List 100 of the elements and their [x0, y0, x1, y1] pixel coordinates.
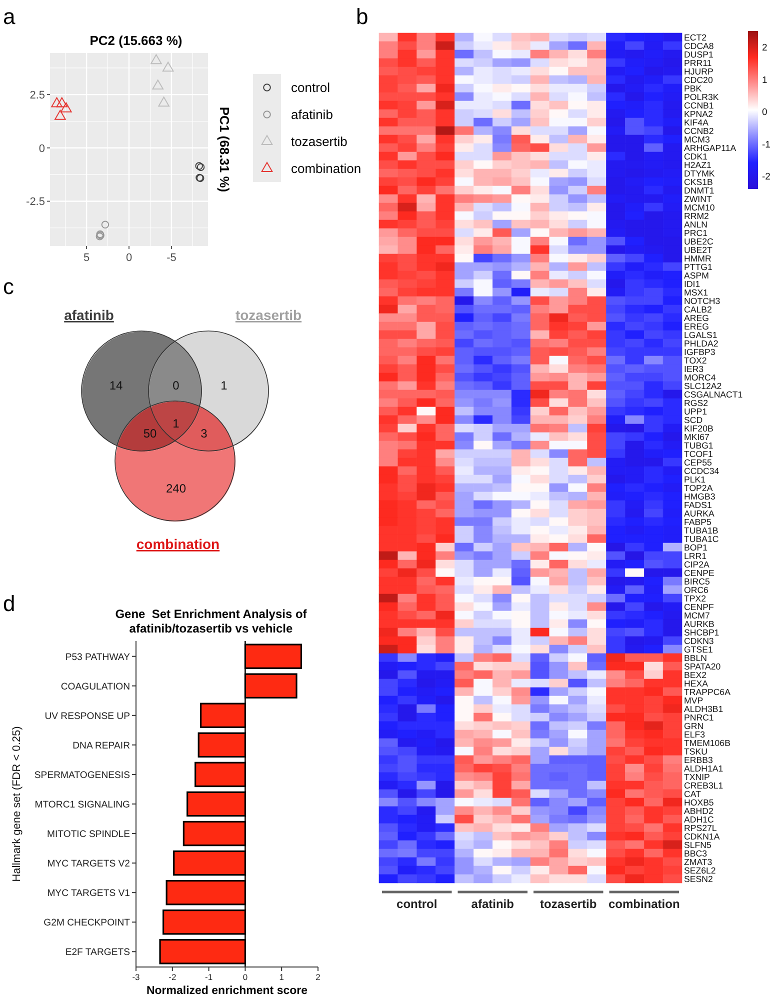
legend-label: afatinib — [291, 107, 333, 122]
color-bar-label: 1 — [762, 74, 768, 86]
point — [162, 62, 174, 72]
y-tick-label: ADH1C — [684, 814, 714, 824]
y-tick-label: KPNA2 — [684, 108, 713, 119]
y-tick-label: CALB2 — [684, 304, 712, 314]
y-tick-label: DTYMK — [684, 168, 715, 178]
x-axis-title: PC2 (15.663 %) — [90, 33, 182, 48]
y-tick-label: HOXB5 — [684, 797, 714, 808]
color-bar-label: -2 — [762, 172, 770, 183]
y-tick-label: RPS27L — [684, 822, 717, 833]
y-tick-label: CIP2A — [684, 559, 710, 570]
y-tick-label: CDCA8 — [684, 40, 714, 51]
y-tick-label: FADS1 — [684, 500, 712, 510]
y-tick-label: CCDC34 — [684, 466, 720, 476]
y-tick-label: POLR3K — [684, 92, 719, 102]
y-tick-label: AURKA — [684, 508, 714, 518]
data-label: 50 — [143, 426, 157, 440]
y-tick-label: TSKU — [684, 746, 708, 756]
y-tick-label: HMMR — [684, 253, 712, 264]
legend-label: control — [291, 80, 330, 95]
y-tick-label: HEXA — [684, 678, 708, 688]
y-tick-label: PNRC1 — [684, 712, 714, 722]
y-tick-label: CSGALNACT1 — [684, 389, 743, 400]
y-tick-label: CREB3L1 — [684, 780, 724, 790]
text: afatinib — [64, 307, 114, 323]
y-tick-label: PTTG1 — [684, 262, 712, 272]
y-tick-label: H2AZ1 — [684, 160, 712, 170]
color-bar-label: 0 — [762, 107, 768, 118]
y-tick-label: MTORC1 SIGNALING — [34, 799, 130, 810]
y-tick-label: GRN — [684, 720, 704, 731]
y-tick-label: COAGULATION — [60, 681, 130, 692]
y-tick-label: TOX2 — [684, 355, 707, 366]
y-axis-title: PC1 (68.31 %) — [217, 106, 232, 192]
legend-label: combination — [291, 161, 362, 176]
y-tick-label: KIF4A — [684, 117, 709, 128]
point — [150, 54, 162, 64]
y-tick-label: CDK1 — [684, 151, 708, 162]
y-tick-label: SEZ6L2 — [684, 865, 716, 876]
y-tick-label: SLC12A2 — [684, 380, 722, 391]
y-tick-label: TXNIP — [684, 772, 710, 782]
y-tick-label: UV RESPONSE UP — [44, 710, 130, 722]
y-tick-label: ASPM — [684, 270, 709, 280]
y-tick-label: 2.5 — [30, 90, 45, 102]
y-tick-label: LGALS1 — [684, 330, 718, 340]
y-tick-label: KIF20B — [684, 423, 714, 434]
x-tick-label: 0 — [242, 972, 248, 982]
y-tick-label: ZWINT — [684, 194, 712, 204]
y-tick-label: CCNB2 — [684, 126, 714, 136]
y-tick-label: MYC TARGETS V2 — [47, 858, 130, 870]
y-tick-label: ABHD2 — [684, 806, 714, 816]
y-tick-label: CKS1B — [684, 176, 713, 187]
x-tick-label: 2 — [316, 972, 321, 982]
y-tick-label: AREG — [684, 312, 710, 323]
y-tick-label: FABP5 — [684, 516, 712, 527]
y-tick-label: SCD — [684, 414, 703, 425]
y-tick-label: ANLN — [684, 219, 708, 230]
y-tick-label: SESN2 — [684, 874, 713, 884]
y-tick-label: PBK — [684, 83, 702, 94]
text: c — [3, 274, 14, 299]
y-tick-label: CDKN1A — [684, 831, 720, 842]
y-tick-label: AURKB — [684, 618, 714, 629]
y-tick-label: TUBA1B — [684, 525, 718, 536]
y-tick-label: BIRC5 — [684, 576, 710, 586]
y-tick-label: PRC1 — [684, 228, 708, 238]
color-bar-label: -1 — [762, 139, 770, 150]
y-tick-label: SLFN5 — [684, 840, 712, 850]
text: d — [3, 591, 16, 616]
color-bar-label: 2 — [762, 42, 768, 54]
point — [101, 220, 110, 229]
y-tick-label: MITOTIC SPINDLE — [47, 828, 130, 840]
y-tick-label: HJURP — [684, 66, 714, 76]
y-tick-label: MYC TARGETS V1 — [47, 888, 130, 899]
y-tick-label: TUBG1 — [684, 440, 714, 450]
data-label: 0 — [172, 378, 180, 392]
y-tick-label: MORC4 — [684, 372, 716, 382]
y-tick-label: TCOF1 — [684, 448, 713, 459]
y-tick-label: 0 — [38, 142, 45, 155]
y-tick-label: EREG — [684, 321, 710, 332]
y-tick-label: ZMAT3 — [684, 856, 712, 867]
y-tick-label: ECT2 — [684, 32, 707, 42]
text: combination — [136, 536, 220, 552]
y-tick-label: PLK1 — [684, 474, 706, 484]
y-tick-label: SPATA20 — [684, 661, 721, 672]
y-tick-label: TOP2A — [684, 482, 713, 493]
text: combination — [608, 897, 680, 911]
y-tick-label: CDKN3 — [684, 636, 714, 646]
x-axis-title: Normalized enrichment score — [146, 985, 308, 997]
y-tick-label: UBE2C — [684, 236, 714, 246]
y-tick-label: PRR11 — [684, 58, 712, 68]
y-tick-label: TPX2 — [684, 593, 706, 604]
point — [152, 80, 164, 90]
y-tick-label: BOP1 — [684, 542, 708, 552]
y-tick-label: MKI67 — [684, 432, 710, 442]
y-tick-label: DNA REPAIR — [72, 740, 130, 752]
point — [60, 102, 72, 112]
y-tick-label: TMEM106B — [684, 738, 731, 748]
point — [51, 97, 62, 108]
y-tick-label: G2M CHECKPOINT — [44, 918, 130, 929]
y-tick-label: MCM7 — [684, 610, 710, 620]
